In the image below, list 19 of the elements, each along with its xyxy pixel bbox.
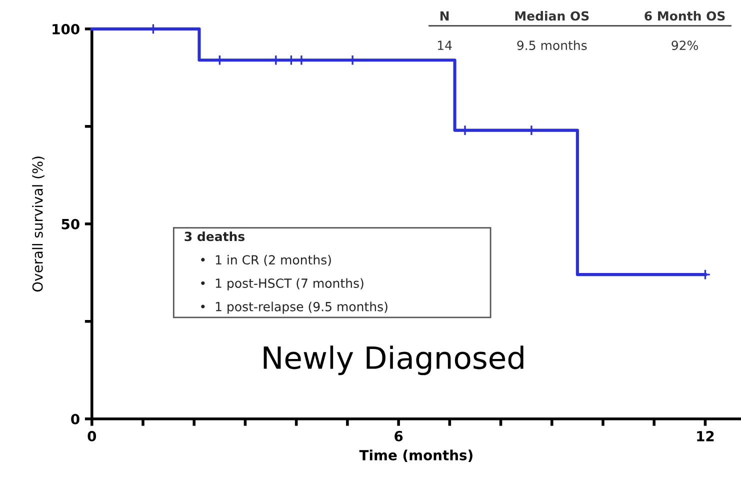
annotation: 9.5 months	[517, 40, 587, 50]
x-tick-label: 12	[697, 430, 714, 442]
annotation: • 1 post-HSCT (7 months)	[201, 278, 364, 290]
y-axis-title: Overall survival (%)	[32, 156, 44, 292]
text: N	[440, 11, 449, 20]
y-tick-label: 50	[62, 218, 80, 230]
y-tick-label: 100	[52, 24, 80, 34]
x-tick-label: 0	[88, 430, 96, 442]
annotation: Newly Diagnosed	[264, 346, 524, 376]
text: Median OS	[515, 10, 589, 21]
annotation: 14	[438, 40, 452, 50]
annotation: 3 deaths	[184, 231, 245, 242]
annotation: • 1 in CR (2 months)	[201, 254, 331, 266]
annotation: 92%	[672, 40, 698, 50]
annotation: • 1 post-relapse (9.5 months)	[201, 302, 388, 314]
x-axis-title: Time (months)	[359, 450, 472, 462]
text: 6 Month OS	[644, 10, 725, 21]
x-tick-label: 6	[394, 430, 403, 442]
y-tick-label: 0	[71, 414, 80, 424]
